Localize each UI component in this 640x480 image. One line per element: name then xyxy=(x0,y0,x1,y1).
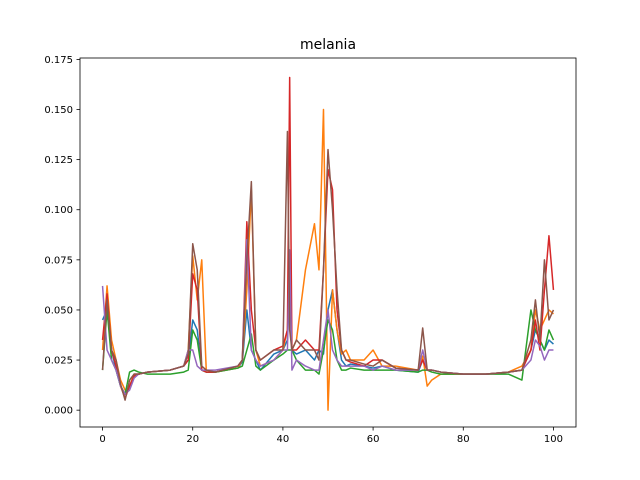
x-tick-label: 0 xyxy=(99,434,105,445)
y-tick-label: 0.025 xyxy=(44,356,73,367)
x-tick-label: 60 xyxy=(367,434,380,445)
y-tick-label: 0.050 xyxy=(44,305,73,316)
chart-title: melania xyxy=(300,37,356,53)
y-tick-label: 0.150 xyxy=(44,105,73,116)
y-tick-label: 0.125 xyxy=(44,155,73,166)
plot-frame xyxy=(79,57,577,428)
x-tick-label: 20 xyxy=(186,434,199,445)
x-tick-label: 80 xyxy=(457,434,470,445)
y-tick-label: 0.100 xyxy=(44,205,73,216)
x-tick-label: 40 xyxy=(277,434,290,445)
y-tick-label: 0.075 xyxy=(44,255,73,266)
y-tick-label: 0.000 xyxy=(44,406,73,417)
y-tick-label: 0.175 xyxy=(44,55,73,66)
x-tick-label: 100 xyxy=(544,434,563,445)
data-line xyxy=(101,130,555,401)
